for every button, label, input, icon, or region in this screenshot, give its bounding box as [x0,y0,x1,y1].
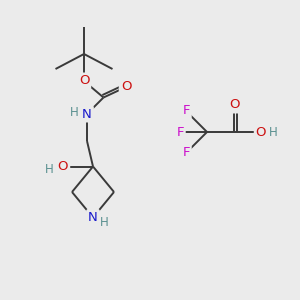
Text: N: N [88,211,98,224]
Text: H: H [45,163,54,176]
Text: O: O [121,80,131,94]
Text: F: F [176,125,184,139]
Text: F: F [182,146,190,160]
Text: O: O [58,160,68,173]
Text: F: F [182,104,190,118]
Text: H: H [269,125,278,139]
Text: O: O [79,74,89,88]
Text: H: H [100,216,109,230]
Text: O: O [229,98,239,112]
Text: N: N [82,107,92,121]
Text: O: O [256,125,266,139]
Text: H: H [70,106,79,119]
